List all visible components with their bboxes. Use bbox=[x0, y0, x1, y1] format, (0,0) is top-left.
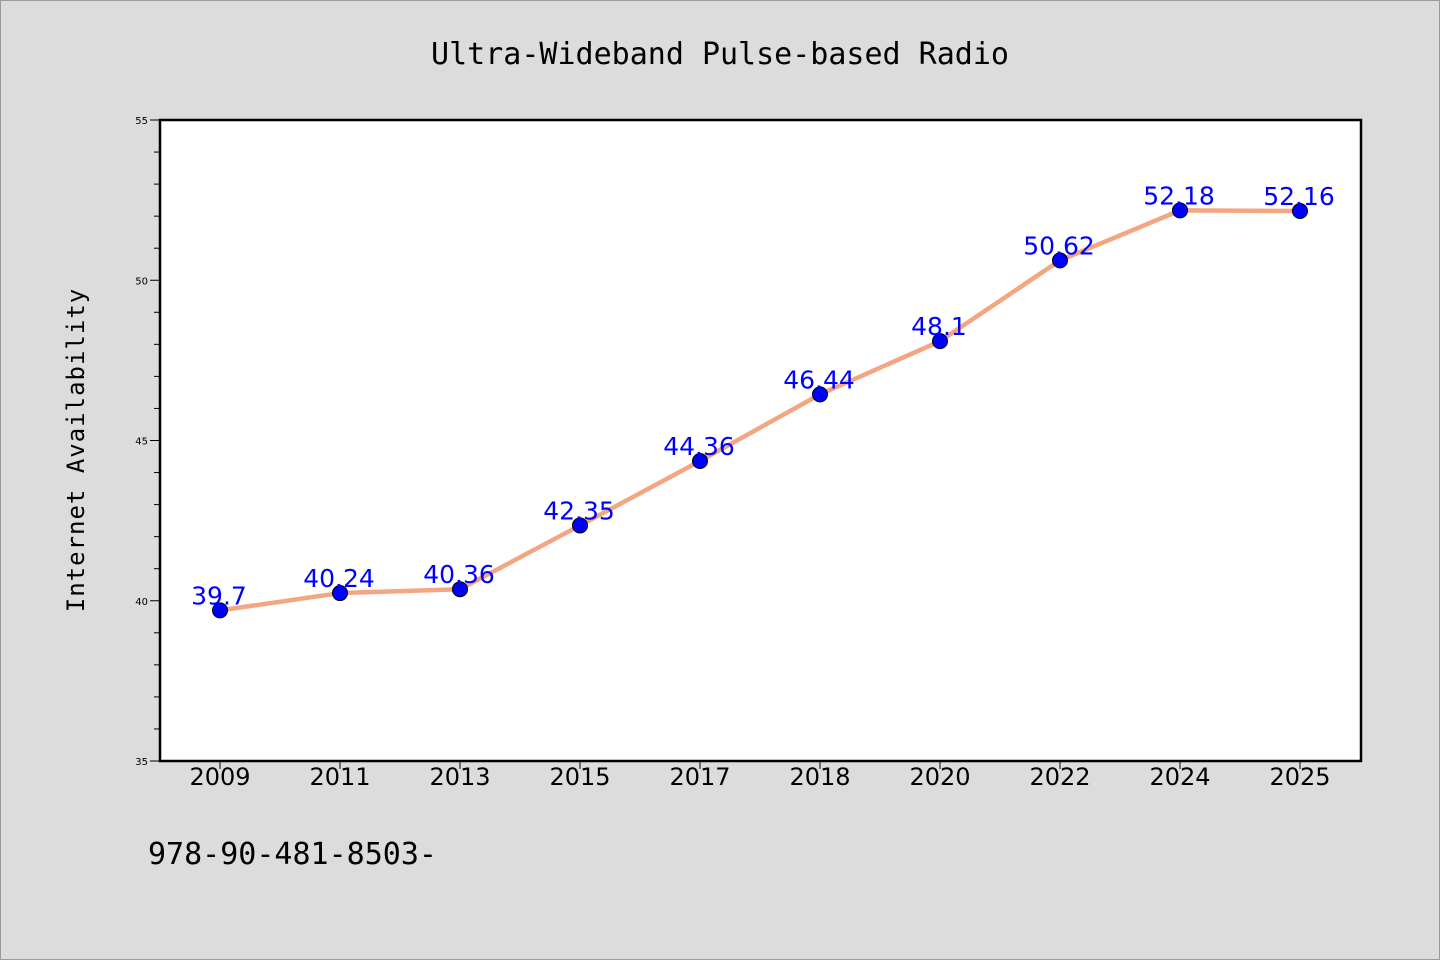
marker-group bbox=[212, 202, 1308, 619]
data-label: 42.35 bbox=[543, 496, 615, 525]
data-label: 39.7 bbox=[191, 581, 247, 610]
data-label: 46.44 bbox=[783, 365, 855, 394]
data-point bbox=[1172, 202, 1188, 219]
series-line-group bbox=[217, 208, 1303, 613]
y-axis: 35 40 45 50 55 bbox=[135, 116, 160, 768]
x-tick-label: 2024 bbox=[1149, 763, 1210, 791]
x-tick-label: 2009 bbox=[189, 763, 250, 791]
data-label: 50.62 bbox=[1023, 231, 1095, 260]
series-line bbox=[217, 208, 1303, 613]
data-label: 44.36 bbox=[663, 432, 735, 461]
y-axis-label: Internet Availability bbox=[62, 288, 90, 612]
data-label: 48.1 bbox=[911, 312, 967, 341]
data-label-group: 39.7 40.24 40.36 42.35 44.36 46.44 48.1 50.62 52… bbox=[191, 181, 1335, 610]
data-label: 52.16 bbox=[1263, 182, 1335, 211]
y-tick-label: 45 bbox=[135, 437, 148, 448]
data-point bbox=[692, 453, 708, 470]
plot-area bbox=[158, 118, 1363, 763]
x-tick-label: 2017 bbox=[669, 763, 730, 791]
data-point bbox=[932, 333, 948, 350]
data-label: 40.36 bbox=[423, 560, 495, 589]
x-tick-label: 2025 bbox=[1269, 763, 1330, 791]
data-point bbox=[452, 581, 468, 598]
data-point bbox=[812, 386, 828, 403]
isbn-footer: 978-90-481-8503- bbox=[148, 837, 437, 872]
x-tick-label: 2015 bbox=[549, 763, 610, 791]
x-tick-label: 2013 bbox=[429, 763, 490, 791]
y-tick-label: 55 bbox=[135, 116, 148, 127]
chart-title: Ultra-Wideband Pulse-based Radio bbox=[431, 37, 1009, 72]
data-point bbox=[572, 517, 588, 534]
y-tick-label: 35 bbox=[135, 757, 148, 768]
data-label: 52.18 bbox=[1143, 181, 1215, 210]
data-point bbox=[332, 585, 348, 602]
data-point bbox=[212, 602, 228, 619]
x-tick-label: 2018 bbox=[789, 763, 850, 791]
y-tick-label: 40 bbox=[135, 597, 148, 608]
data-label: 40.24 bbox=[303, 564, 375, 593]
x-axis: 2009 2011 2013 2015 2017 2018 2020 2022 2024 2025 bbox=[189, 761, 1331, 791]
data-point bbox=[1292, 203, 1308, 220]
x-tick-label: 2022 bbox=[1029, 763, 1090, 791]
data-point bbox=[1052, 252, 1068, 269]
x-tick-label: 2011 bbox=[309, 763, 370, 791]
x-tick-label: 2020 bbox=[909, 763, 970, 791]
y-tick-label: 50 bbox=[135, 276, 148, 287]
